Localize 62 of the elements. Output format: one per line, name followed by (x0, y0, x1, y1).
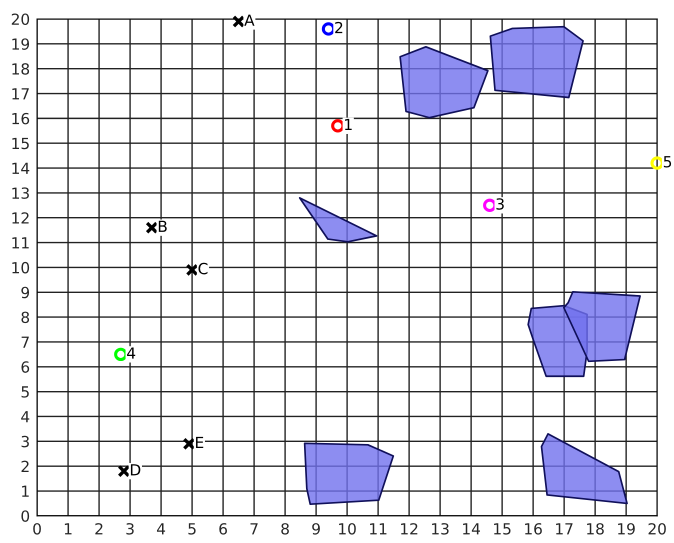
x-tick-label: 10 (339, 523, 356, 535)
y-tick-label: 4 (21, 411, 30, 422)
x-tick-label: 7 (250, 523, 258, 534)
y-tick-label: 0 (21, 510, 30, 522)
series-label: 5 (664, 156, 672, 168)
y-tick-label: 5 (22, 386, 29, 398)
x-tick-label: 3 (126, 523, 134, 535)
point (114, 348, 128, 362)
y-tick-label: 17 (12, 88, 29, 100)
x-tick-label: 11 (370, 523, 386, 534)
x-tick-label: 20 (648, 523, 666, 535)
point (232, 15, 245, 28)
y-tick-label: 3 (22, 436, 29, 448)
x-tick-label: 17 (556, 523, 573, 534)
y-tick-label: 10 (12, 262, 30, 274)
x-tick-label: 16 (525, 523, 542, 535)
y-tick-label: 7 (22, 336, 29, 348)
series-label: C (198, 262, 208, 274)
y-tick-label: 14 (12, 162, 30, 174)
series-label: 3 (496, 198, 504, 210)
x-tick-label: 4 (156, 523, 166, 534)
y-tick-label: 11 (12, 237, 29, 248)
point (322, 22, 336, 36)
series-label: B (158, 220, 167, 232)
series-label: A (244, 14, 254, 26)
series-label: 1 (345, 118, 352, 130)
x-tick-label: 5 (188, 523, 196, 535)
x-tick-label: 14 (463, 523, 480, 534)
y-tick-label: 16 (12, 112, 30, 124)
x-tick-label: 2 (95, 523, 102, 534)
point (118, 464, 130, 478)
y-tick-label: 18 (12, 63, 30, 75)
point (650, 156, 664, 170)
point (145, 221, 158, 234)
point (182, 437, 196, 450)
series-label: E (196, 436, 204, 448)
point (186, 264, 198, 276)
y-tick-label: 15 (12, 138, 29, 150)
x-tick-label: 9 (312, 523, 320, 535)
series-label: 2 (335, 22, 342, 34)
series-label: 4 (127, 347, 136, 359)
y-tick-label: 20 (12, 13, 30, 26)
x-tick-label: 13 (432, 523, 449, 535)
x-tick-label: 19 (618, 523, 635, 535)
y-tick-label: 6 (21, 361, 30, 373)
y-tick-label: 19 (12, 38, 30, 50)
point (331, 119, 344, 133)
x-tick-label: 8 (281, 523, 289, 535)
y-tick-label: 9 (21, 286, 30, 298)
y-tick-label: 8 (21, 312, 30, 324)
x-tick-label: 0 (33, 523, 41, 535)
x-tick-label: 12 (401, 523, 418, 534)
y-tick-label: 12 (12, 212, 29, 224)
point (483, 198, 496, 212)
y-tick-label: 1 (22, 486, 29, 497)
series-label: D (130, 464, 140, 476)
x-tick-label: 6 (219, 523, 227, 535)
x-tick-label: 15 (494, 523, 511, 535)
y-tick-label: 2 (22, 460, 29, 472)
x-tick-label: 1 (64, 523, 72, 534)
x-tick-label: 18 (587, 523, 604, 535)
y-tick-label: 13 (12, 187, 29, 199)
